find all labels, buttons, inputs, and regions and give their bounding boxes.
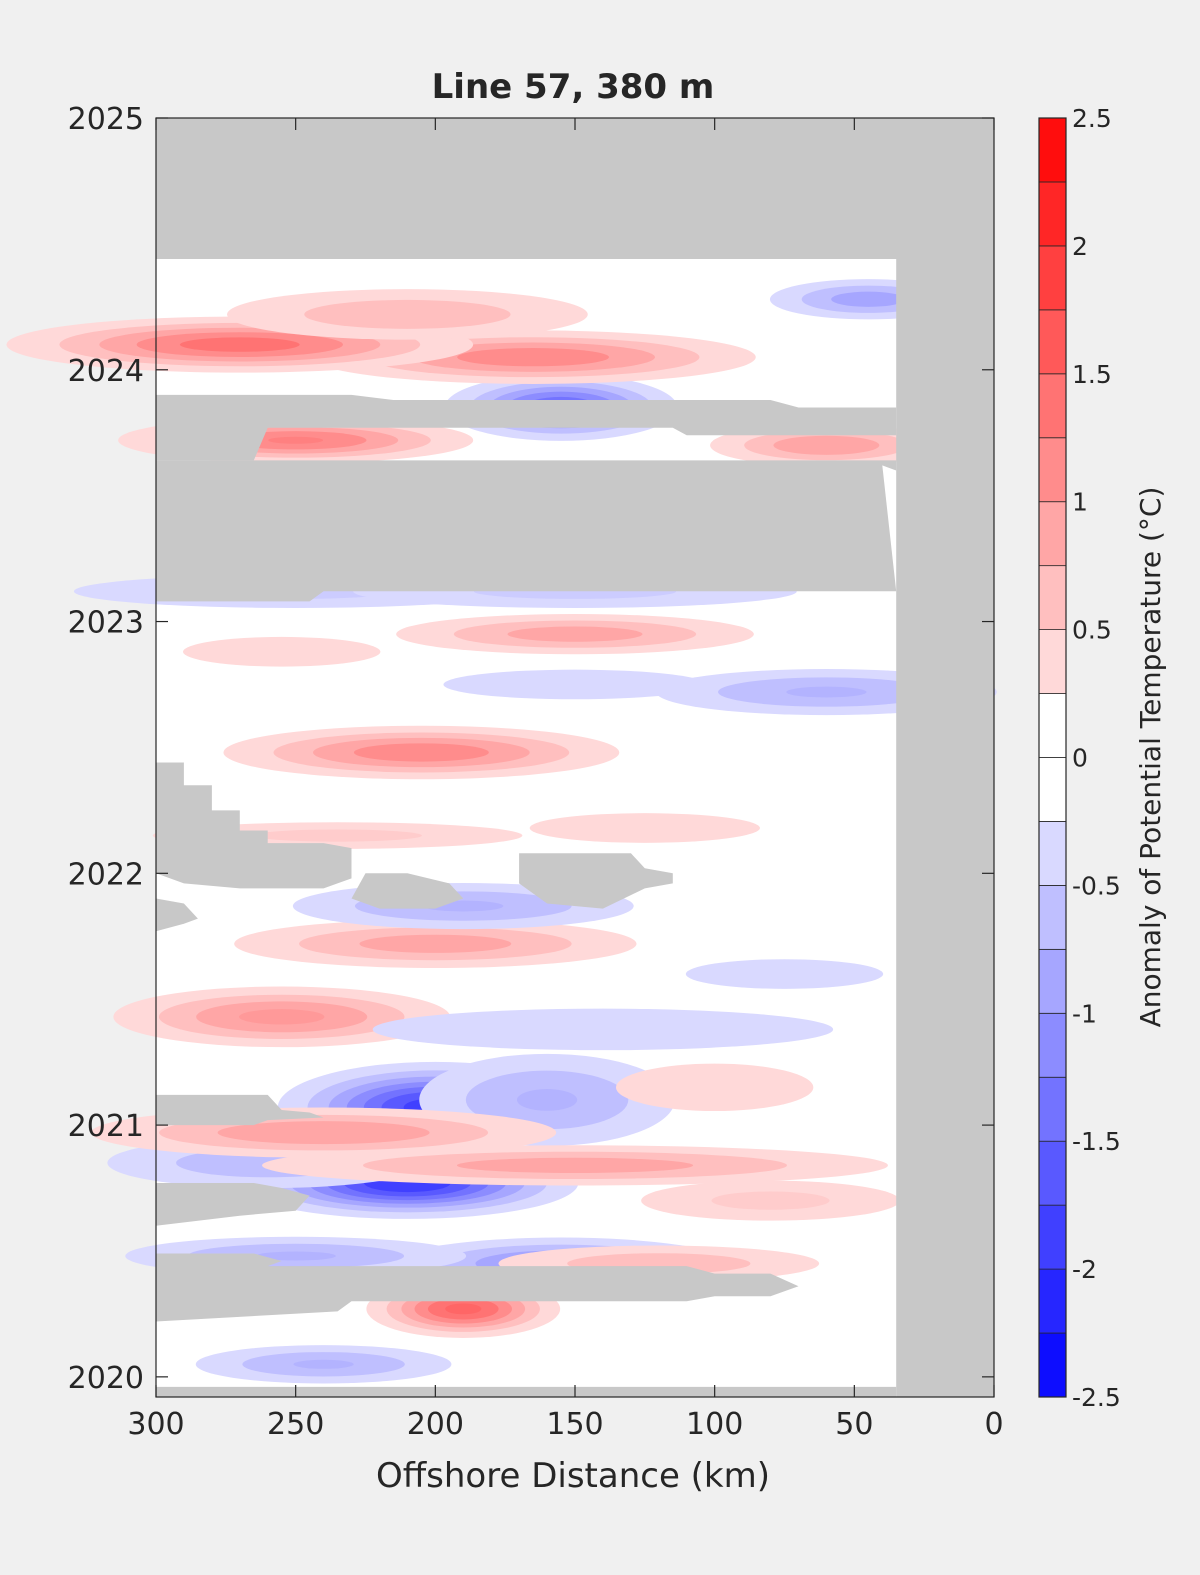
anomaly-feature [529,813,760,843]
no-data-region [156,460,897,602]
anomaly-feature [262,1145,888,1186]
y-tick-label: 2022 [68,857,144,892]
no-data-region [156,1183,310,1226]
colorbar-band [1038,437,1067,503]
colorbar-frame [1038,117,1067,1398]
colorbar-band [1038,757,1067,822]
colorbar-tick-label: 1 [1072,488,1088,517]
x-tick-label: 300 [127,1407,184,1442]
y-tick-label: 2021 [68,1109,144,1144]
anomaly-feature [183,636,381,667]
colorbar-ticks: -2.5 -2 -1.5 -1 -0.5 0 0.5 1 1.5 2 2.5 [1072,104,1121,1412]
chart-title: Line 57, 380 m [432,67,715,107]
y-tick-label: 2020 [68,1361,144,1396]
contour-band [456,1157,694,1173]
colorbar: -2.5 -2 -1.5 -1 -0.5 0 0.5 1 1.5 2 2.5 Anomaly of … [1038,104,1167,1412]
colorbar-band [1038,245,1067,311]
colorbar-tick-label: -0.5 [1072,871,1121,900]
x-tick-label: 200 [407,1407,464,1442]
contour-band [253,829,422,842]
colorbar-tick-label: -1.5 [1072,1127,1121,1156]
contour-band [516,1089,578,1111]
y-axis: 2020 2021 2022 2023 2024 2025 [68,102,994,1396]
colorbar-tick-label: 0 [1072,744,1088,773]
no-data-region [156,762,352,889]
x-tick-label: 0 [984,1407,1003,1442]
colorbar-band [1038,501,1067,567]
colorbar-band [1038,117,1067,183]
no-data-region [156,1094,324,1126]
colorbar-band [1038,629,1067,694]
colorbar-tick-label: -2 [1072,1255,1097,1284]
contour-band [711,1191,830,1210]
anomaly-feature [443,669,707,700]
colorbar-label: Anomaly of Potential Temperature (°C) [1134,487,1167,1028]
contour-band [445,1303,482,1315]
plot-area [6,117,997,1398]
colorbar-tick-label: 1.5 [1072,360,1112,389]
y-tick-label: 2025 [68,102,144,137]
colorbar-band [1038,1012,1067,1078]
anomaly-feature [227,289,588,340]
x-axis-label: Offshore Distance (km) [376,1456,770,1496]
y-tick-label: 2023 [68,606,144,641]
colorbar-tick-label: 2.5 [1072,104,1112,133]
contour-band [359,934,512,953]
no-data-region [156,118,994,1397]
colorbar-band [1038,565,1067,631]
anomaly-feature [195,1345,452,1384]
x-tick-label: 100 [686,1407,743,1442]
x-tick-label: 150 [546,1407,603,1442]
colorbar-band [1038,948,1067,1014]
colorbar-band [1038,693,1067,758]
contour-band [293,1359,354,1369]
x-tick-label: 50 [835,1407,873,1442]
no-data-region [351,873,464,909]
no-data-regions [156,118,994,1397]
y-tick-label: 2024 [68,354,144,389]
anomaly-feature [641,1180,900,1221]
contour-band [239,1009,325,1025]
colorbar-tick-label: 0.5 [1072,616,1112,645]
colorbar-band [1038,1076,1067,1142]
colorbar-band [1038,1332,1067,1398]
anomaly-feature [234,919,637,968]
colorbar-band [1038,885,1067,950]
colorbar-band [1038,1140,1067,1206]
contour-band [786,686,867,698]
no-data-region [156,1386,897,1397]
no-data-region [156,1253,799,1322]
colorbar-band [1038,1204,1067,1270]
colorbar-tick-label: -1 [1072,999,1097,1028]
no-data-region [156,898,198,932]
contour-band [507,626,643,642]
contour-band [457,348,610,367]
colorbar-band [1038,821,1067,886]
colorbar-bands [1038,117,1067,1398]
contour-band [353,743,489,762]
contour-band [255,1251,336,1261]
contour-band [179,337,300,352]
colorbar-band [1038,1268,1067,1334]
colorbar-tick-label: -2.5 [1072,1383,1121,1412]
colorbar-band [1038,181,1067,247]
anomaly-feature [396,613,754,655]
anomaly-feature [372,1008,834,1051]
colorbar-band [1038,373,1067,439]
x-tick-label: 250 [267,1407,324,1442]
colorbar-tick-label: 2 [1072,232,1088,261]
anomaly-feature [223,725,620,780]
colorbar-band [1038,309,1067,375]
no-data-region [519,853,673,909]
x-axis: 300 250 200 150 100 50 0 [127,118,1004,1442]
no-data-region [156,394,897,461]
contour-band [268,436,324,444]
contour-band [831,291,906,307]
contour-band [304,299,511,329]
anomaly-feature [685,959,884,989]
anomaly-feature [615,1063,814,1112]
anomaly-feature [113,986,450,1048]
